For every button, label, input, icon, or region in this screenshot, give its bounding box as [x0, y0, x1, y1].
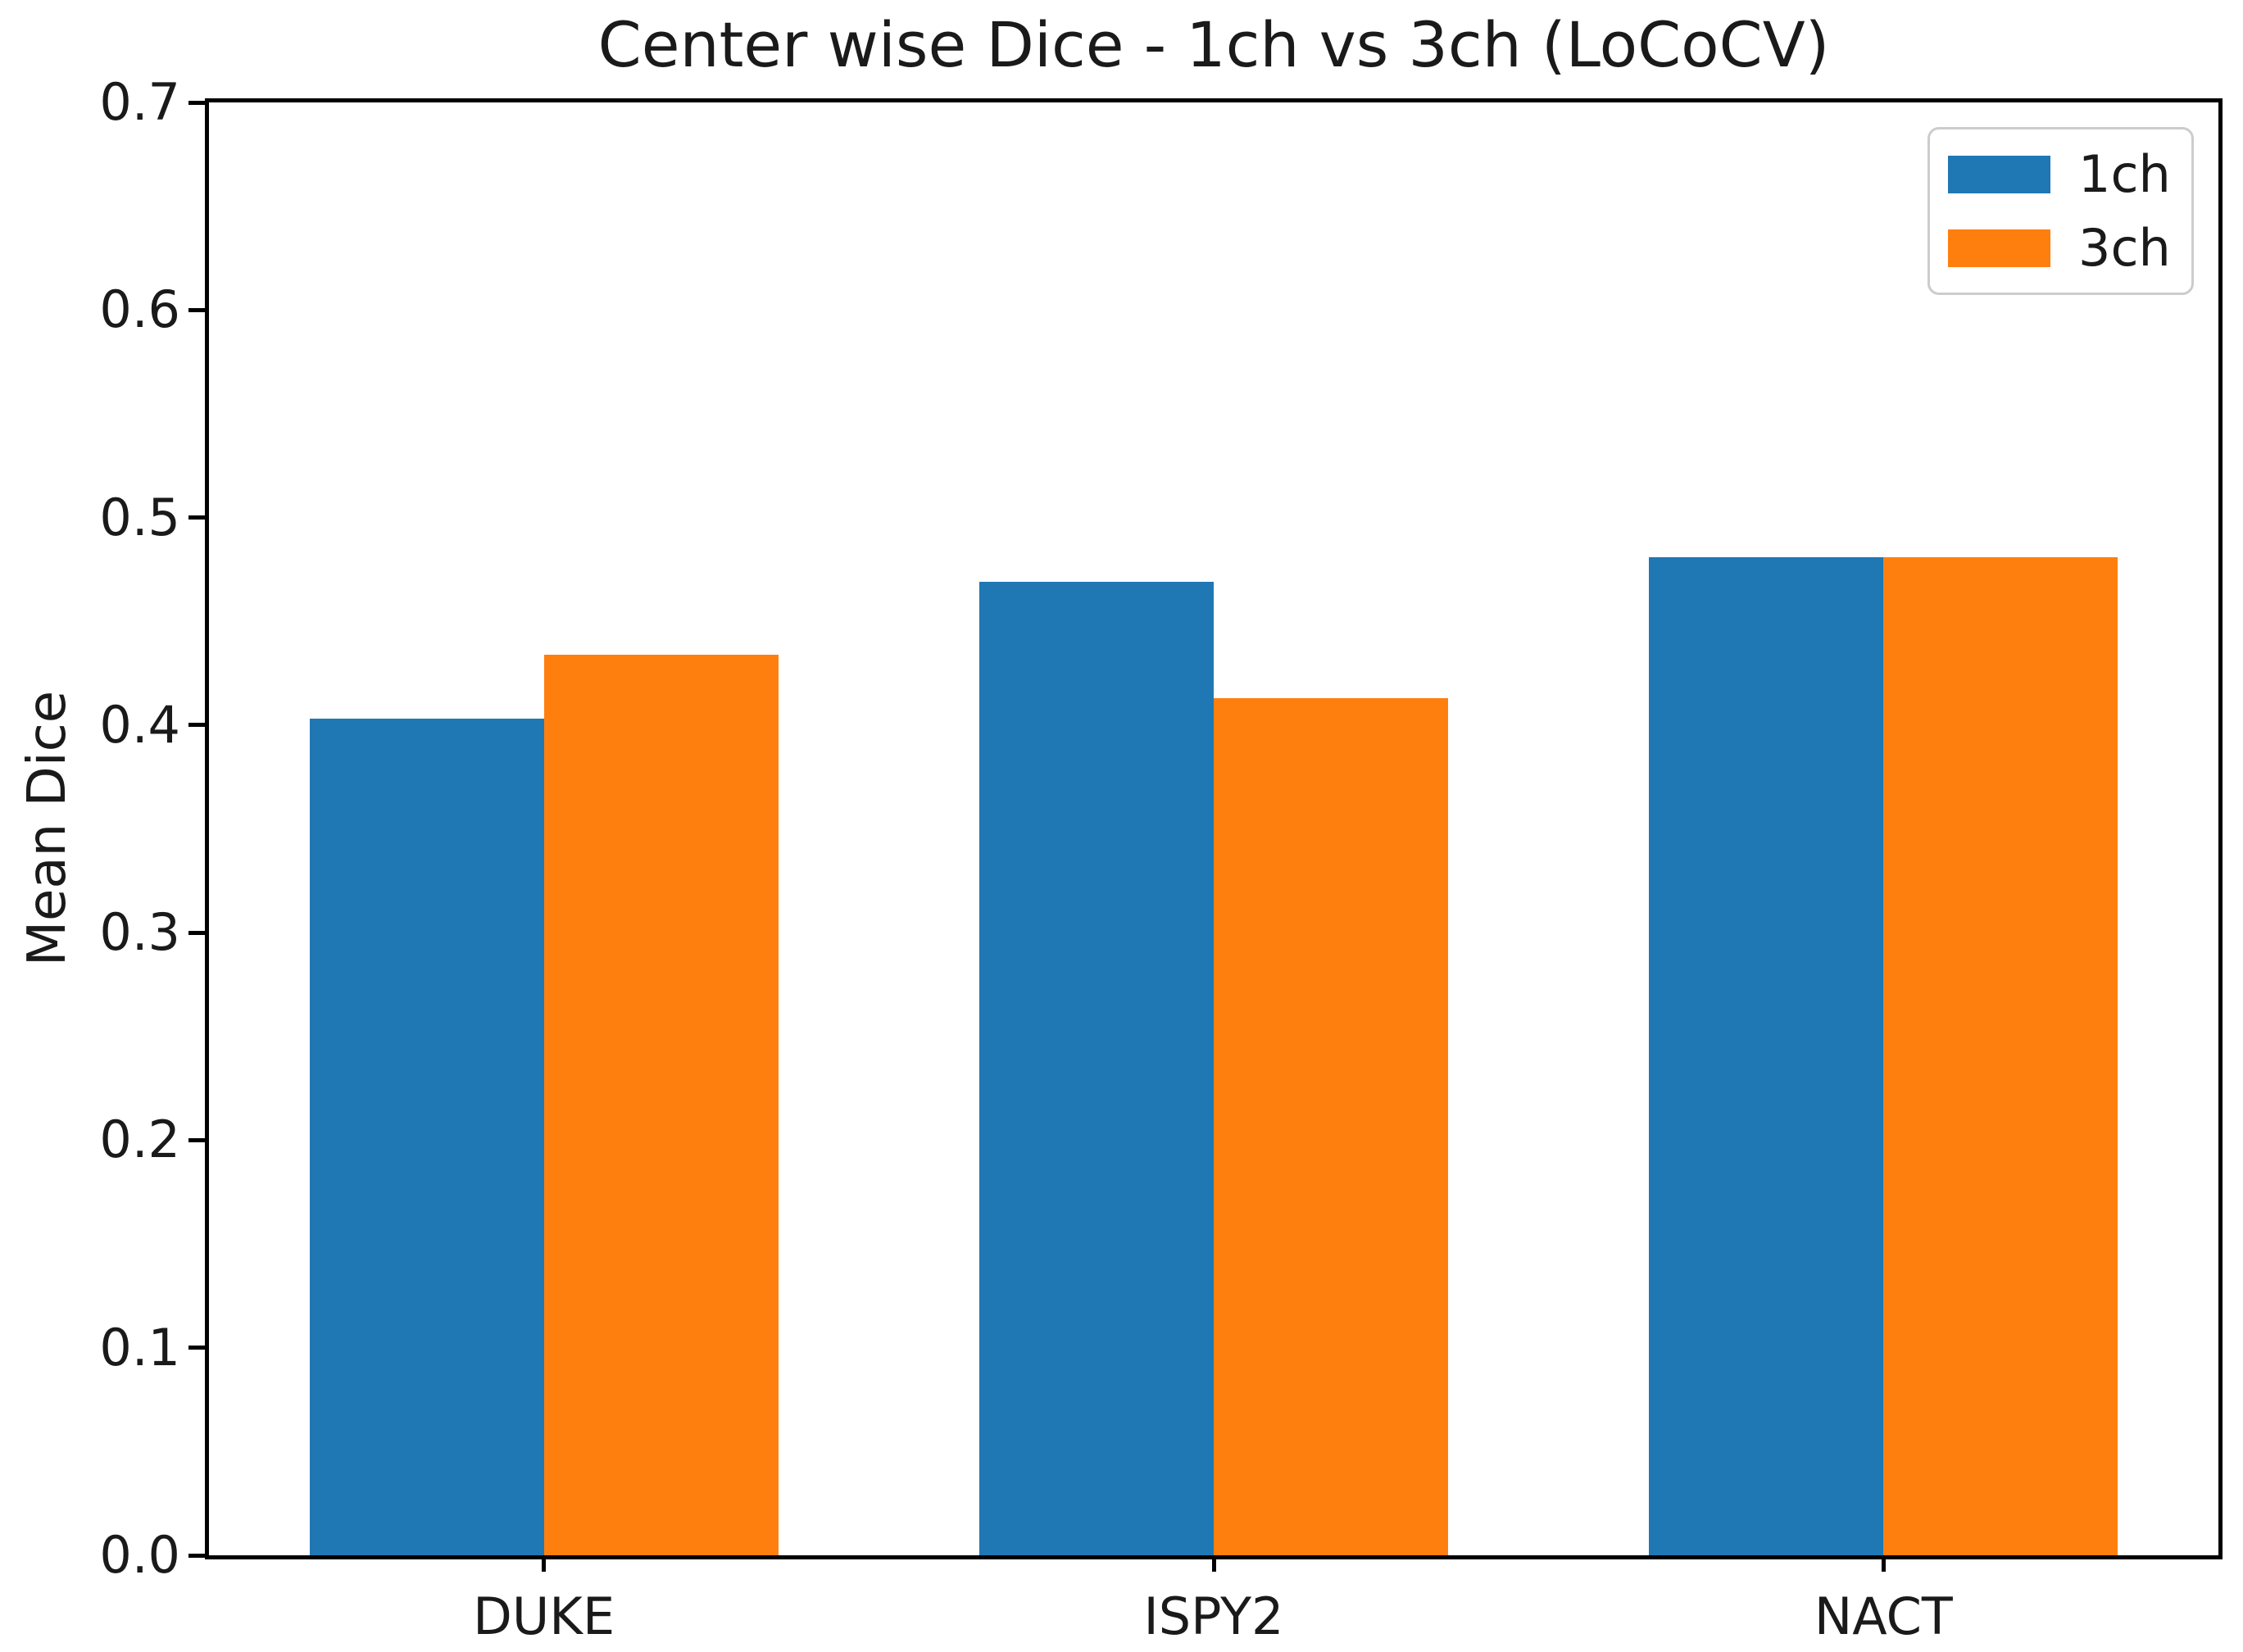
bar-duke-1ch — [309, 719, 544, 1555]
legend-swatch-1ch-icon — [1948, 155, 2050, 193]
bar-nact-3ch — [1883, 556, 2118, 1555]
bar-ispy2-1ch — [978, 582, 1214, 1555]
legend-label-1ch: 1ch — [2078, 143, 2171, 204]
chart-title: Center wise Dice - 1ch vs 3ch (LoCoCV) — [597, 8, 1830, 81]
legend: 1ch 3ch — [1927, 127, 2194, 295]
legend-item-3ch: 3ch — [1948, 217, 2191, 278]
bar-ispy2-3ch — [1214, 697, 1449, 1555]
bar-nact-1ch — [1649, 556, 1884, 1555]
legend-label-3ch: 3ch — [2078, 217, 2171, 278]
legend-swatch-3ch-icon — [1948, 229, 2050, 267]
legend-item-1ch: 1ch — [1948, 143, 2191, 204]
bar-duke-3ch — [543, 654, 779, 1555]
